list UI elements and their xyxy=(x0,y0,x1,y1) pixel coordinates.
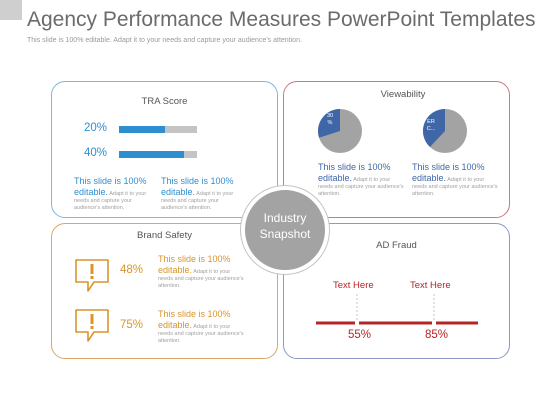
tra-bar-1-track xyxy=(119,126,197,133)
ad-fraud-marker-2-label: Text Here xyxy=(410,280,451,291)
viewability-pie-1-slice xyxy=(318,109,340,138)
tra-text-1: This slide is 100% editable. Adapt it to… xyxy=(74,176,154,212)
tra-text-2-body: Adapt it to your needs and capture your … xyxy=(161,191,234,211)
tra-text-2-lead: This slide is 100% editable. xyxy=(161,176,234,197)
brand-safety-text-1-body: Adapt it to your needs and capture your … xyxy=(158,269,244,289)
brand-safety-pct-2: 75% xyxy=(120,319,144,331)
viewability-panel: Viewability 30 % ER C... This slide is 1… xyxy=(283,81,510,218)
viewability-pie-2 xyxy=(423,109,467,153)
ad-fraud-line xyxy=(316,294,478,326)
ad-fraud-panel: AD Fraud Text Here Text Here 55% 85% xyxy=(283,223,510,359)
tra-bar-2-fill xyxy=(119,151,184,158)
viewability-pie-1-label: 30 % xyxy=(326,113,334,126)
tra-score-panel: TRA Score 20% 40% This slide is 100% edi… xyxy=(51,81,278,218)
tra-score-title: TRA Score xyxy=(141,96,188,107)
viewability-text-1: This slide is 100% editable. Adapt it to… xyxy=(318,162,406,198)
brand-safety-text-1: This slide is 100% editable. Adapt it to… xyxy=(158,254,246,290)
brand-safety-text-2: This slide is 100% editable. Adapt it to… xyxy=(158,309,246,345)
viewability-pie-2-label: ER C... xyxy=(426,119,436,132)
slide-subtitle: This slide is 100% editable. Adapt it to… xyxy=(27,37,302,44)
brand-safety-title: Brand Safety xyxy=(137,230,192,241)
brand-safety-text-2-lead: This slide is 100% editable. xyxy=(158,309,231,330)
warning-icon xyxy=(75,259,109,292)
ad-fraud-marker-1-label: Text Here xyxy=(333,280,374,291)
tra-bar-2-label: 40% xyxy=(84,147,108,159)
viewability-pie-1 xyxy=(318,109,362,153)
viewability-text-2-body: Adapt it to your needs and capture your … xyxy=(412,177,498,197)
brand-safety-text-2-body: Adapt it to your needs and capture your … xyxy=(158,324,244,344)
ad-fraud-marker-2-pct: 85% xyxy=(425,329,449,341)
industry-snapshot-hub: Industry Snapshot xyxy=(241,186,329,274)
ad-fraud-title: AD Fraud xyxy=(376,240,417,251)
brand-safety-text-1-lead: This slide is 100% editable. xyxy=(158,254,231,275)
hub-label: Industry Snapshot xyxy=(259,211,311,241)
tra-bar-2-track xyxy=(119,151,197,158)
viewability-title: Viewability xyxy=(380,89,426,100)
viewability-text-2: This slide is 100% editable. Adapt it to… xyxy=(412,162,500,198)
slide-title: Agency Performance Measures PowerPoint T… xyxy=(27,8,536,31)
brand-safety-pct-1: 48% xyxy=(120,264,144,276)
viewability-pie-2-slice xyxy=(423,109,445,148)
viewability-text-2-lead: This slide is 100% editable. xyxy=(412,162,485,183)
brand-safety-panel: Brand Safety 48% This slide is 100% edit… xyxy=(51,223,278,359)
tra-text-1-lead: This slide is 100% editable. xyxy=(74,176,147,197)
corner-decoration xyxy=(0,0,22,20)
tra-text-1-body: Adapt it to your needs and capture your … xyxy=(74,191,147,211)
viewability-text-1-body: Adapt it to your needs and capture your … xyxy=(318,177,404,197)
tra-bar-1-fill xyxy=(119,126,166,133)
tra-text-2: This slide is 100% editable. Adapt it to… xyxy=(161,176,243,212)
warning-icon xyxy=(75,309,109,342)
viewability-text-1-lead: This slide is 100% editable. xyxy=(318,162,391,183)
ad-fraud-marker-1-pct: 55% xyxy=(348,329,372,341)
tra-bar-1-label: 20% xyxy=(84,122,108,134)
